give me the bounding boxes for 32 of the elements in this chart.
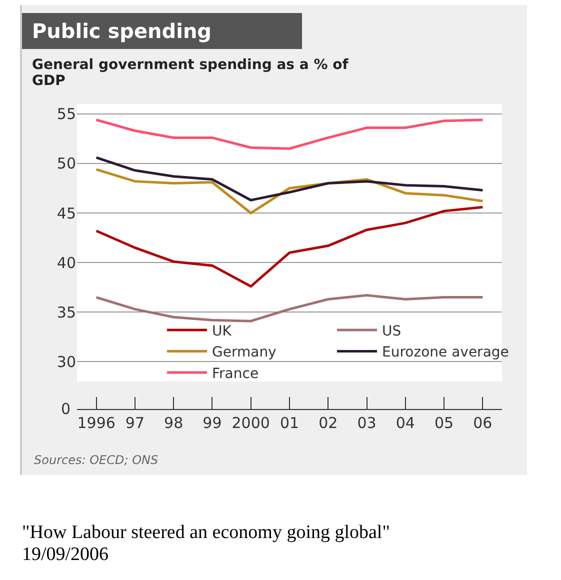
legend-label: Eurozone average: [382, 344, 509, 361]
x-tick-label: 2000: [232, 414, 270, 432]
x-tick-label: 06: [473, 414, 492, 432]
line-series: [95, 294, 484, 323]
y-tick-label: 30: [56, 353, 76, 372]
text: "How Labour steered an economy going global": [21, 522, 390, 544]
x-tick-label: 05: [434, 414, 454, 432]
legend-label: Germany: [212, 344, 276, 361]
x-tick-label: 02: [318, 414, 338, 432]
legend-label: US: [382, 324, 402, 340]
legend-label: France: [212, 366, 259, 382]
line-series: [95, 156, 484, 202]
x-tick-label: 04: [396, 414, 415, 432]
y-tick-label: 35: [56, 304, 76, 322]
x-tick-label: 99: [202, 414, 222, 432]
x-tick-label: 03: [357, 414, 376, 432]
y-tick-label: 55: [56, 105, 76, 124]
line-series: [95, 118, 484, 150]
chart-title: Public spending: [22, 13, 302, 49]
x-tick-label: 01: [280, 414, 300, 432]
source-note: Sources: OECD; ONS: [33, 452, 160, 470]
y-tick-label: 45: [56, 204, 76, 222]
text: 19/09/2006: [21, 544, 110, 566]
text: 0: [61, 400, 71, 418]
x-tick-label: 1996: [77, 414, 116, 432]
y-tick-label: 40: [56, 254, 76, 272]
x-tick-label: 97: [125, 414, 144, 432]
chart-subtitle: General government spending as a % of GDP: [31, 56, 350, 90]
x-tick-label: 98: [164, 414, 184, 432]
y-tick-label: 50: [56, 154, 76, 173]
line-series: [95, 206, 484, 288]
legend-label: UK: [212, 324, 232, 340]
